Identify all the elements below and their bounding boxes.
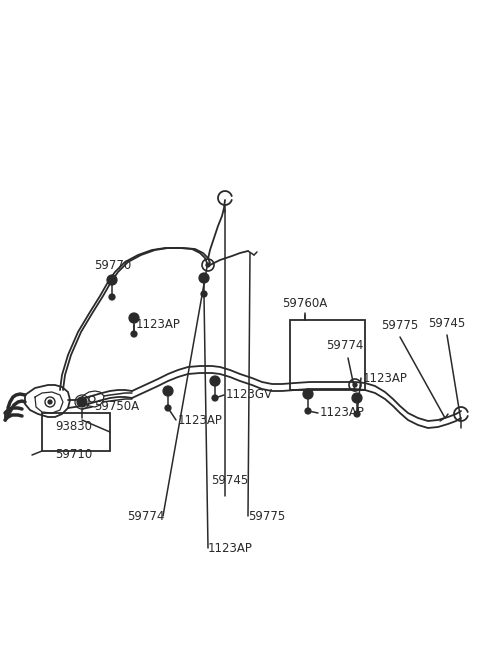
Text: 59750A: 59750A bbox=[94, 400, 139, 413]
Circle shape bbox=[77, 397, 87, 407]
Circle shape bbox=[201, 291, 207, 297]
Text: 59745: 59745 bbox=[428, 317, 466, 330]
Circle shape bbox=[210, 376, 220, 386]
Text: 59775: 59775 bbox=[382, 319, 419, 332]
Text: 93830: 93830 bbox=[55, 421, 92, 434]
Circle shape bbox=[163, 386, 173, 396]
Text: 59775: 59775 bbox=[248, 510, 285, 523]
Circle shape bbox=[131, 331, 137, 337]
Circle shape bbox=[109, 294, 115, 300]
Text: 1123AP: 1123AP bbox=[178, 413, 223, 426]
Text: 1123GV: 1123GV bbox=[226, 388, 273, 402]
Text: 59774: 59774 bbox=[128, 510, 165, 523]
Text: 59770: 59770 bbox=[95, 259, 132, 272]
Circle shape bbox=[48, 400, 52, 404]
Circle shape bbox=[129, 313, 139, 323]
Circle shape bbox=[303, 389, 313, 399]
Circle shape bbox=[212, 395, 218, 401]
Text: 1123AP: 1123AP bbox=[136, 318, 181, 331]
Circle shape bbox=[353, 383, 357, 387]
Text: 1123AP: 1123AP bbox=[208, 542, 253, 555]
Circle shape bbox=[199, 273, 209, 283]
Circle shape bbox=[165, 405, 171, 411]
Circle shape bbox=[354, 411, 360, 417]
Text: 59774: 59774 bbox=[326, 339, 364, 352]
Text: 1123AP: 1123AP bbox=[363, 371, 408, 384]
Circle shape bbox=[206, 263, 210, 267]
Circle shape bbox=[107, 275, 117, 285]
Text: 59745: 59745 bbox=[211, 474, 249, 487]
Circle shape bbox=[305, 408, 311, 414]
Circle shape bbox=[352, 393, 362, 403]
Text: 59760A: 59760A bbox=[282, 297, 328, 310]
Text: 59710: 59710 bbox=[55, 449, 92, 462]
Text: 1123AP: 1123AP bbox=[320, 407, 365, 419]
